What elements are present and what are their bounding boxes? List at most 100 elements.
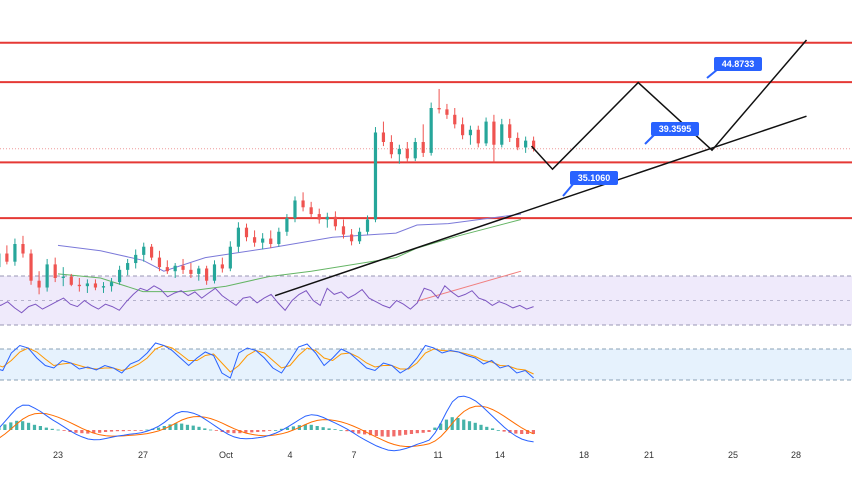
candle-22 [142,242,146,262]
candle-44 [317,208,321,224]
macd-bar-80 [421,430,425,433]
candle-body [37,280,41,288]
candles-group [0,88,536,295]
candle-body [317,214,321,220]
candle-body [460,124,465,136]
candle-body [285,218,289,232]
candle-body [453,114,457,125]
macd-bar-86 [456,418,460,430]
candle-55 [405,142,409,163]
candle-body [437,108,441,110]
stoch-d-line [0,344,534,375]
macd-bar-82 [433,427,437,430]
candle-body [45,264,49,288]
price-label-text: 39.3595 [659,124,692,134]
candle-body [101,286,106,288]
candle-body [142,246,146,255]
candle-body [516,137,520,148]
candle-body [301,200,305,208]
candle-36 [252,230,257,247]
macd-bar-69 [357,430,361,434]
macd-bar-50 [244,430,248,433]
macd-bar-31 [133,430,137,431]
candle-9 [37,271,41,295]
x-tick-label: 18 [579,450,589,460]
candle-38 [269,230,273,249]
candle-19 [117,265,122,285]
candle-60 [445,103,449,119]
macd-bar-33 [145,429,149,431]
candle-6 [13,238,17,266]
candle-body [341,226,346,235]
macd-bar-65 [333,429,337,430]
candle-65 [484,117,488,147]
rsi-line [0,285,534,314]
candle-body [173,265,177,272]
candle-13 [69,273,73,287]
candle-10 [45,258,49,292]
candle-body [524,140,528,148]
price-label-2: 35.1060 [562,171,618,197]
candle-21 [134,249,138,269]
candle-69 [516,132,520,151]
macd-bar-57 [285,427,290,430]
price-label-text: 44.8733 [722,59,755,69]
macd-bar-63 [321,427,325,430]
macd-bar-9 [3,424,7,430]
candle-24 [157,250,162,272]
candle-body [212,264,217,281]
candle-body [405,148,409,159]
candle-18 [109,278,114,292]
candle-body [53,264,57,278]
candle-58 [429,102,433,156]
x-tick-label: 21 [644,450,654,460]
macd-bar-64 [327,428,331,430]
candle-47 [341,219,346,239]
candle-66 [492,114,496,163]
candle-body [381,132,386,142]
candle-43 [309,201,313,219]
macd-bar-88 [467,421,472,430]
macd-signal-line [0,405,534,447]
macd-bar-28 [115,430,120,432]
macd-bar-76 [398,430,402,436]
candle-body [236,227,241,247]
macd-bar-58 [291,426,296,430]
macd-bar-21 [74,430,78,433]
candle-body [309,207,313,215]
price-label-0: 44.8733 [706,57,762,79]
macd-bar-27 [109,430,114,432]
macd-bar-14 [32,424,37,430]
candle-body [445,109,449,115]
candle-54 [397,144,401,164]
candle-body [325,216,329,220]
macd-bar-89 [473,422,477,430]
candle-28 [189,263,193,278]
macd-bar-48 [232,430,236,434]
macd-bar-42 [197,426,201,430]
candle-body [244,227,249,238]
candle-53 [389,135,393,159]
macd-bar-24 [92,430,96,434]
macd-histogram [0,417,535,437]
macd-bar-61 [309,424,313,430]
price-label-1: 39.3595 [644,122,699,145]
candle-body [197,268,201,274]
candle-body [373,132,378,220]
macd-bar-92 [490,428,495,430]
macd-bar-53 [262,430,266,432]
macd-bar-60 [303,424,307,430]
candle-body [508,124,512,138]
candle-body [421,142,425,153]
macd-bar-15 [38,426,43,430]
macd-bar-77 [404,430,408,435]
candle-body [181,265,185,270]
candle-32 [220,257,224,273]
macd-bar-11 [15,420,19,430]
macd-bar-68 [351,430,355,433]
macd-bar-49 [238,430,242,434]
price-label-pointer [562,182,575,197]
moving-average-1 [57,219,522,293]
candle-42 [301,192,305,212]
